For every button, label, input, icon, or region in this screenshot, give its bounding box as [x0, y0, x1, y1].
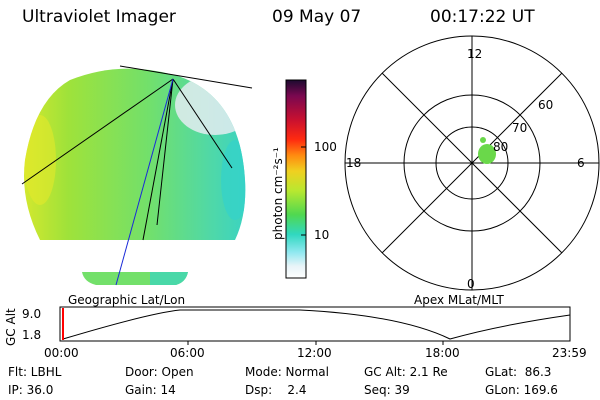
status-seq: Seq: 39: [364, 383, 410, 397]
polar-caption: Apex MLat/MLT: [414, 293, 504, 307]
polar-plot: [344, 35, 600, 291]
status-dsp: Dsp: 2.4: [245, 383, 307, 397]
alt-xtick-2359: 23:59: [552, 346, 587, 360]
uvi-earth-image: [24, 68, 246, 285]
instrument-title: Ultraviolet Imager: [22, 7, 176, 27]
alt-ylabel: GC Alt: [4, 308, 18, 346]
lat-label-80: 80: [493, 140, 509, 154]
geo-caption: Geographic Lat/Lon: [68, 293, 186, 307]
colorbar-unit-label: photon cm⁻²s⁻¹: [271, 147, 285, 240]
altitude-plot: [59, 306, 571, 345]
status-mode: Mode: Normal: [245, 365, 329, 379]
lat-label-70: 70: [512, 121, 528, 135]
status-glon: GLon: 169.6: [485, 383, 558, 397]
alt-ytick-1-8: 1.8: [22, 328, 42, 342]
status-flt: Flt: LBHL: [8, 365, 62, 379]
colorbar: [285, 79, 307, 279]
alt-xtick-1800: 18:00: [425, 346, 460, 360]
colorbar-tick-10: 10: [314, 228, 330, 242]
auroral-blob: [478, 137, 496, 164]
mlt-label-6: 6: [577, 156, 585, 170]
date-label: 09 May 07: [272, 7, 362, 27]
mlt-label-0: 0: [467, 277, 475, 291]
status-gain: Gain: 14: [125, 383, 176, 397]
geo-grid-lines: [21, 65, 253, 286]
status-ip: IP: 36.0: [8, 383, 54, 397]
time-label: 00:17:22 UT: [430, 7, 535, 27]
mlt-label-12: 12: [467, 47, 483, 61]
status-door: Door: Open: [125, 365, 194, 379]
lat-label-60: 60: [538, 98, 554, 112]
alt-xtick-0600: 06:00: [170, 346, 205, 360]
alt-xtick-1200: 12:00: [297, 346, 332, 360]
colorbar-tick-100: 100: [314, 140, 337, 154]
alt-ytick-9: 9.0: [22, 307, 42, 321]
alt-xtick-0000: 00:00: [44, 346, 79, 360]
status-glat: GLat: 86.3: [485, 365, 552, 379]
mlt-label-18: 18: [346, 156, 362, 170]
status-gc-alt: GC Alt: 2.1 Re: [364, 365, 448, 379]
